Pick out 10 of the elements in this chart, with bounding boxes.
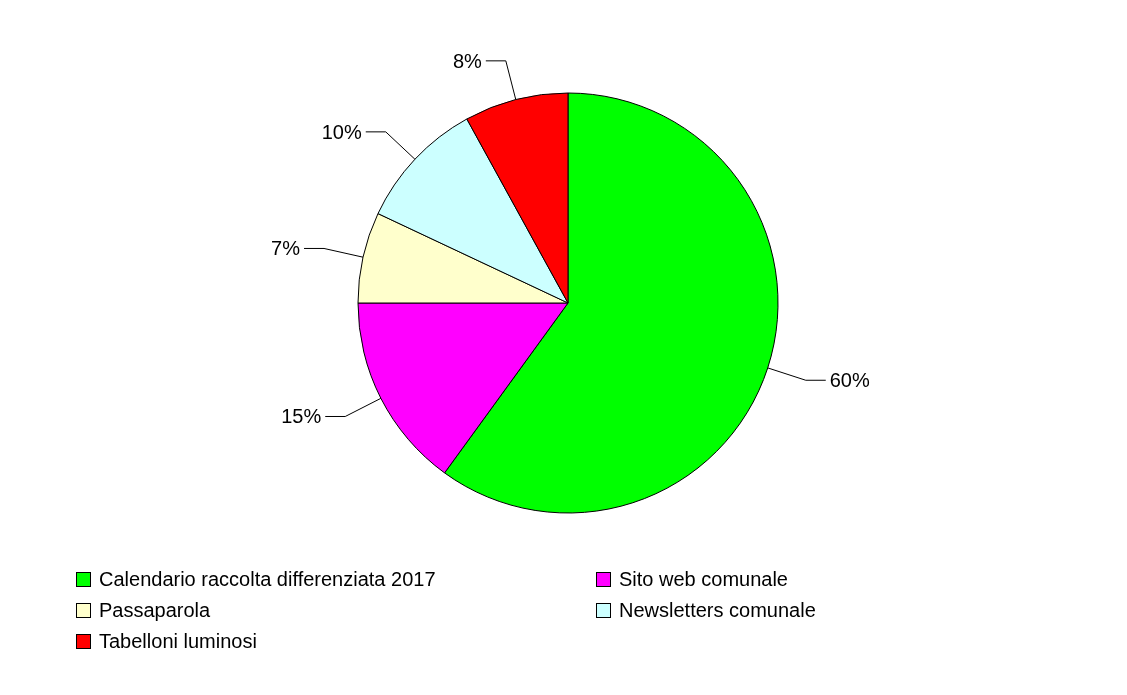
data-label: 10%: [321, 120, 362, 143]
legend-label: Sito web comunale: [619, 568, 788, 591]
data-label: 8%: [452, 49, 483, 72]
legend-label: Tabelloni luminosi: [99, 630, 257, 653]
data-label: 15%: [281, 405, 322, 428]
legend-label: Calendario raccolta differenziata 2017: [99, 568, 436, 591]
legend-label: Passaparola: [99, 599, 211, 622]
legend-label: Newsletters comunale: [619, 599, 816, 622]
data-label: 7%: [271, 237, 301, 260]
data-label: 60%: [829, 369, 871, 392]
